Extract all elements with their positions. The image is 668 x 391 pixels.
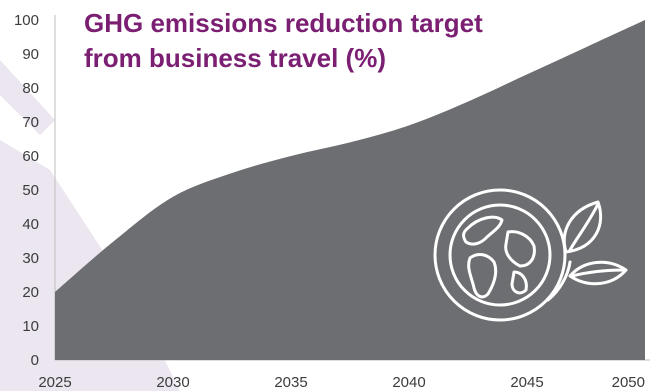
y-tick-label: 10 bbox=[22, 318, 39, 335]
y-tick-label: 90 bbox=[22, 46, 39, 63]
x-tick-label: 2030 bbox=[156, 374, 189, 391]
y-tick-label: 60 bbox=[22, 148, 39, 165]
x-tick-label: 2045 bbox=[510, 374, 543, 391]
chart-title: GHG emissions reduction target from busi… bbox=[84, 8, 483, 73]
x-tick-label: 2050 bbox=[612, 374, 645, 391]
y-tick-label: 0 bbox=[31, 352, 39, 369]
y-tick-label: 30 bbox=[22, 250, 39, 267]
x-tick-label: 2025 bbox=[38, 374, 71, 391]
plot-area bbox=[55, 20, 645, 360]
x-tick-label: 2040 bbox=[392, 374, 425, 391]
globe-leaf-icon bbox=[433, 188, 628, 322]
y-tick-label: 40 bbox=[22, 216, 39, 233]
y-tick-label: 100 bbox=[14, 12, 39, 29]
x-tick-label: 2035 bbox=[274, 374, 307, 391]
y-tick-label: 80 bbox=[22, 80, 39, 97]
y-tick-label: 70 bbox=[22, 114, 39, 131]
y-tick-label: 50 bbox=[22, 182, 39, 199]
background-shape bbox=[0, 60, 55, 135]
series-area bbox=[55, 20, 645, 360]
y-tick-label: 20 bbox=[22, 284, 39, 301]
